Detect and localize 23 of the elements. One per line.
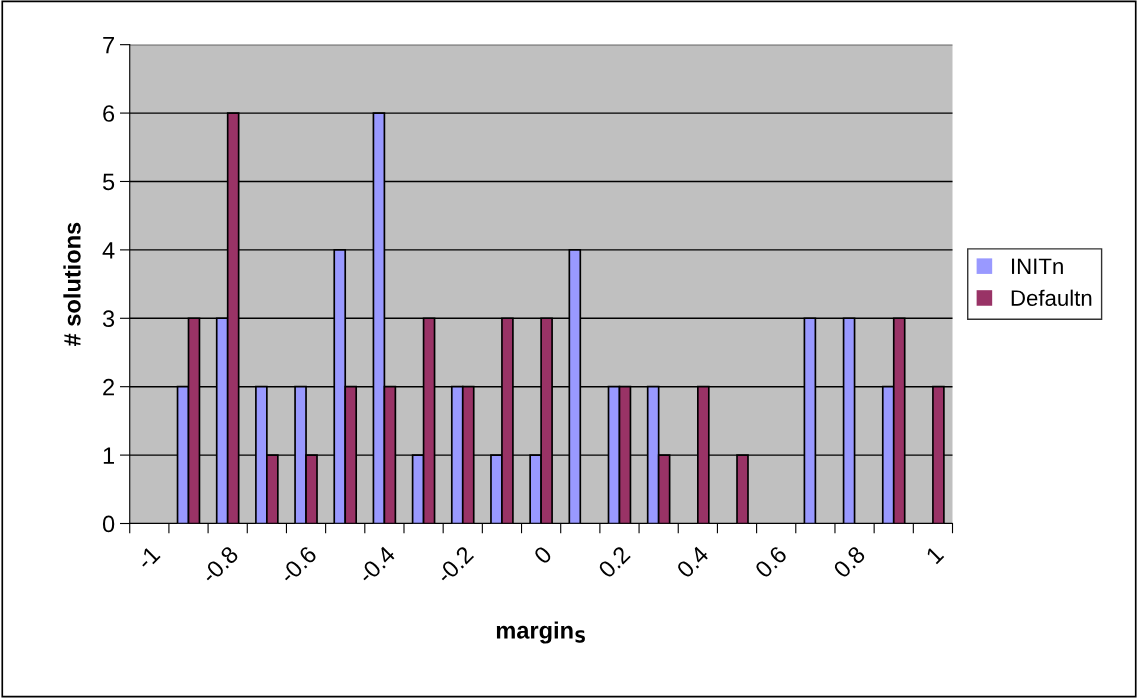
- x-axis-title: margin$_{S}$: [496, 621, 585, 644]
- x-tick-label: 0.8: [832, 545, 867, 579]
- x-tick-label: 0: [532, 545, 553, 565]
- y-tick-label: 6: [103, 105, 115, 122]
- y-tick-label: 5: [102, 173, 115, 191]
- x-tick-label: 0.4: [675, 544, 710, 579]
- x-tick-label: 0.6: [754, 545, 788, 579]
- x-tick-label: -0.2: [435, 545, 475, 585]
- y-tick-label: 7: [103, 36, 114, 54]
- y-tick-label: 4: [102, 242, 115, 259]
- y-axis-title: # solutions: [63, 222, 81, 346]
- x-tick-label: -0.8: [200, 545, 240, 585]
- x-tick-label: -1: [135, 545, 161, 571]
- y-tick-label: 1: [103, 447, 114, 464]
- x-tick-label: -0.6: [278, 545, 318, 585]
- x-tick-label: 1: [925, 545, 945, 565]
- y-tick-label: 0: [102, 515, 115, 533]
- legend-label: Defaultn: [1011, 289, 1092, 306]
- y-tick-label: 3: [102, 310, 115, 328]
- y-tick-label: 2: [103, 378, 114, 396]
- x-tick-label: -0.4: [356, 544, 397, 585]
- x-tick-label: 0.2: [597, 545, 631, 579]
- legend-label: INITn: [1012, 258, 1063, 274]
